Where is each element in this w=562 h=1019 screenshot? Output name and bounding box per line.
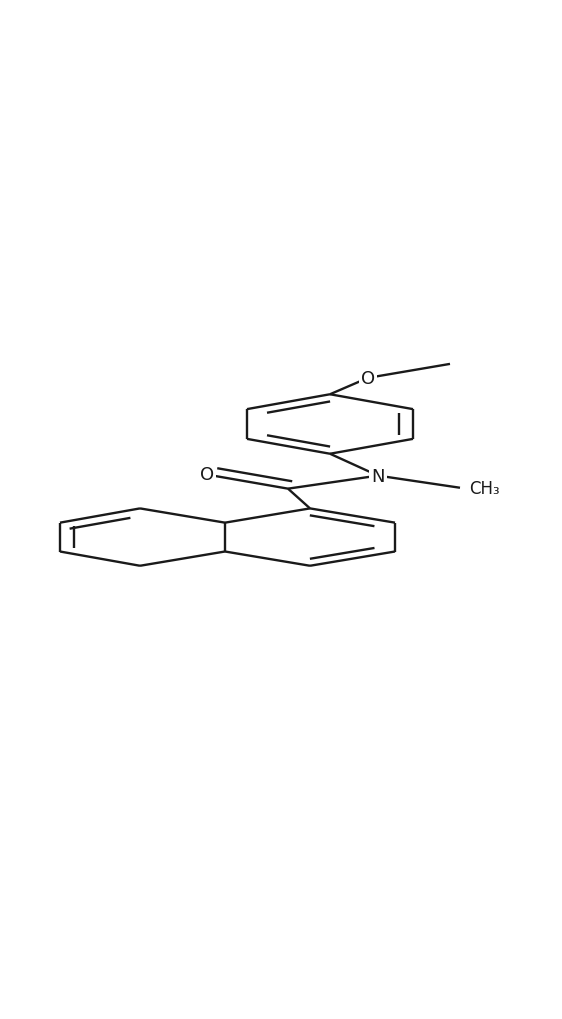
Text: CH₃: CH₃ (469, 480, 500, 498)
Text: O: O (200, 466, 215, 484)
Text: O: O (361, 370, 375, 387)
Text: N: N (371, 467, 385, 485)
